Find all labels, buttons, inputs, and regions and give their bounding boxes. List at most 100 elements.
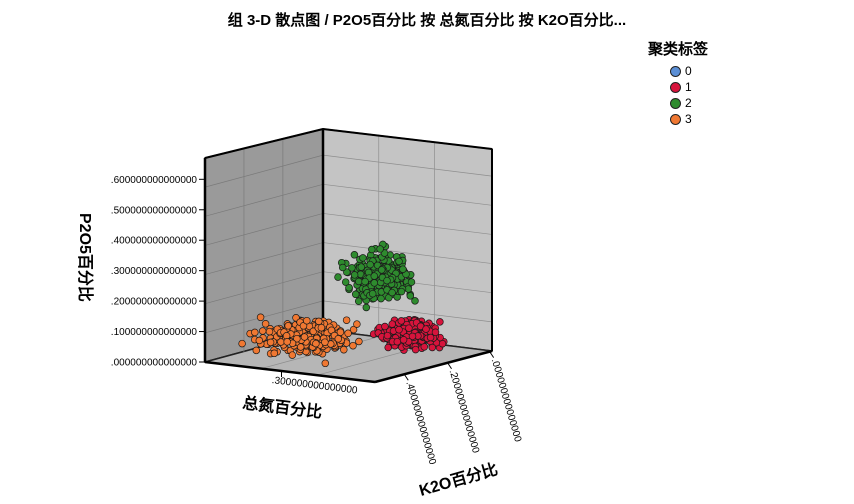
legend-label: 1 <box>685 80 692 94</box>
data-point <box>350 251 359 259</box>
data-point <box>336 328 345 336</box>
chart-title: 组 3-D 散点图 / P2O5百分比 按 总氮百分比 按 K2O百分比... <box>227 12 627 29</box>
legend-label: 3 <box>685 112 692 126</box>
data-point <box>411 297 419 305</box>
data-point <box>354 297 363 305</box>
gridline <box>322 300 493 323</box>
data-point <box>334 273 342 281</box>
legend-swatch-icon <box>670 113 681 125</box>
data-point <box>258 327 267 335</box>
y-axis-ticks: .000000000000000 .100000000000000 .2000000… <box>111 175 205 369</box>
z-tick-mark <box>489 351 495 358</box>
legend-item-1: 1 <box>648 79 708 95</box>
data-point <box>261 320 270 328</box>
data-point <box>341 278 350 286</box>
data-point <box>353 320 361 328</box>
data-point <box>368 289 377 298</box>
data-point <box>366 260 374 269</box>
y-tick-label: .000000000000000 <box>111 358 198 369</box>
data-point <box>422 325 430 333</box>
legend-swatch-icon <box>670 81 681 93</box>
gridline <box>204 154 324 188</box>
data-point <box>383 331 392 340</box>
y-axis-title: P2O5百分比 <box>76 213 94 302</box>
data-point <box>399 336 408 344</box>
data-point <box>431 328 440 337</box>
gridline <box>322 183 493 206</box>
z-tick-label: .200000000000000 <box>447 369 481 455</box>
data-point <box>405 324 413 332</box>
data-point <box>265 327 274 336</box>
data-point <box>359 254 367 262</box>
x-axis-line <box>204 360 376 384</box>
gridline <box>322 213 493 235</box>
gridline <box>204 271 324 305</box>
data-point <box>381 322 389 331</box>
data-point <box>351 290 360 299</box>
legend-title: 聚类标签 <box>648 41 709 58</box>
data-point <box>255 336 264 345</box>
data-point <box>370 279 379 287</box>
data-point <box>393 337 402 346</box>
y-tick-label: .400000000000000 <box>111 236 198 247</box>
top-edge-left <box>204 128 324 159</box>
data-point <box>436 318 444 326</box>
data-point <box>288 351 297 359</box>
data-point <box>354 277 363 286</box>
data-point <box>377 266 386 274</box>
series-2 <box>334 240 419 312</box>
data-point <box>256 313 265 322</box>
data-point <box>361 277 369 286</box>
data-point <box>388 320 396 328</box>
legend-label: 2 <box>685 96 692 110</box>
legend-swatch-icon <box>670 97 681 109</box>
gridline <box>204 183 324 217</box>
data-point <box>284 322 292 330</box>
data-point <box>251 328 259 337</box>
data-point <box>397 287 406 296</box>
data-point <box>266 338 275 347</box>
y-tick-label: .500000000000000 <box>111 205 198 216</box>
z-tick-mark <box>447 362 452 370</box>
gridline <box>322 242 493 264</box>
data-point <box>349 325 358 334</box>
data-point <box>344 329 352 338</box>
legend-item-3: 3 <box>648 111 708 127</box>
data-point <box>357 263 366 271</box>
gridline <box>204 213 324 246</box>
data-point <box>355 337 363 346</box>
data-point <box>368 245 376 254</box>
data-point <box>321 359 330 368</box>
data-point <box>407 278 416 286</box>
data-point <box>348 264 356 272</box>
data-point <box>377 294 385 303</box>
data-point <box>408 332 417 341</box>
data-point <box>300 333 309 341</box>
series-3 <box>238 313 363 368</box>
data-point <box>303 316 311 325</box>
data-point <box>376 245 384 253</box>
data-point <box>395 325 403 334</box>
data-point <box>296 343 305 351</box>
data-point <box>293 334 301 343</box>
data-point <box>238 339 246 348</box>
data-point <box>317 323 326 332</box>
data-point <box>349 341 357 350</box>
y-tick-label: .300000000000000 <box>111 266 198 277</box>
z-axis-title: K2O百分比 <box>417 460 500 500</box>
data-point <box>426 333 435 342</box>
top-edge-right <box>322 128 493 150</box>
z-tick-label: .400000000000000 <box>403 380 437 466</box>
y-tick-label: .100000000000000 <box>111 327 198 338</box>
data-point <box>321 338 329 346</box>
data-point <box>340 345 348 354</box>
data-point <box>362 303 371 312</box>
data-point <box>277 338 285 346</box>
legend-swatch-icon <box>670 65 681 77</box>
data-point <box>334 335 343 343</box>
data-point <box>345 283 353 292</box>
data-point <box>315 317 323 326</box>
legend-item-2: 2 <box>648 95 708 111</box>
legend: 聚类标签 0 1 2 3 <box>648 38 708 127</box>
